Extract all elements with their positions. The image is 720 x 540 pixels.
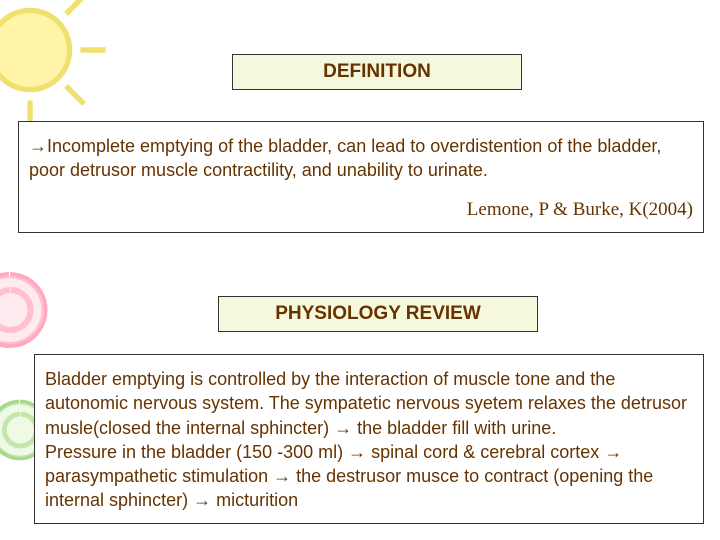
definition-text: →Incomplete emptying of the bladder, can… <box>29 134 693 183</box>
definition-citation: Lemone, P & Burke, K(2004) <box>29 197 693 223</box>
physiology-box: Bladder emptying is controlled by the in… <box>34 354 704 524</box>
physiology-text: Bladder emptying is controlled by the in… <box>45 367 693 513</box>
definition-box: →Incomplete emptying of the bladder, can… <box>18 121 704 233</box>
heading-definition: DEFINITION <box>232 54 522 90</box>
slide: DEFINITION →Incomplete emptying of the b… <box>0 0 720 540</box>
heading-physiology: PHYSIOLOGY REVIEW <box>218 296 538 332</box>
